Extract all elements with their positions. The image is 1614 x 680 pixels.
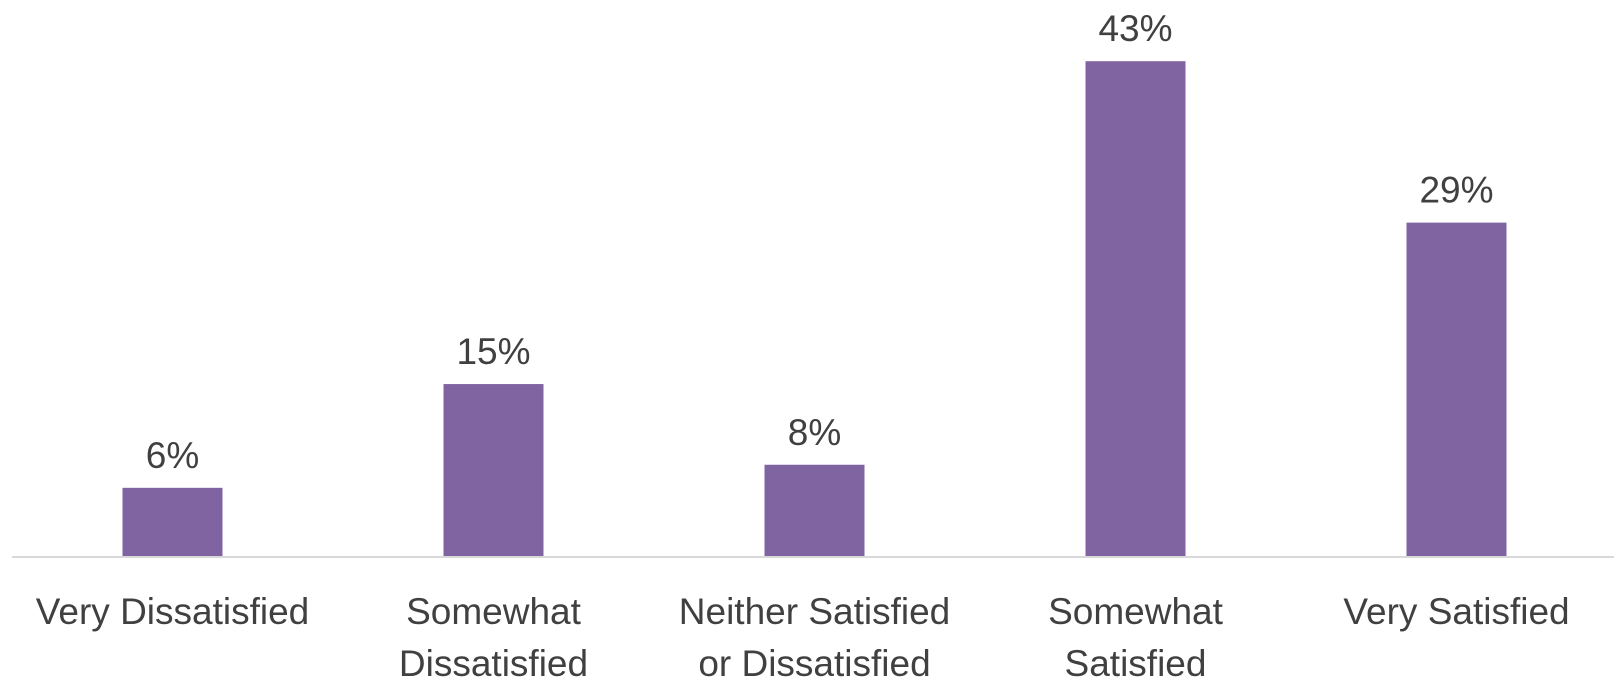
category-label: Satisfied xyxy=(1065,643,1207,680)
bar xyxy=(764,464,865,557)
category-label: or Dissatisfied xyxy=(698,643,930,680)
bar xyxy=(443,384,544,557)
bar xyxy=(1406,222,1507,557)
bar-value-label: 15% xyxy=(456,331,530,372)
category-label: Very Dissatisfied xyxy=(36,591,310,632)
category-label: Very Satisfied xyxy=(1343,591,1569,632)
bars-group xyxy=(122,61,1507,558)
bar-value-label: 29% xyxy=(1419,170,1493,211)
bar xyxy=(122,487,223,557)
bar-value-label: 43% xyxy=(1098,8,1172,49)
bar xyxy=(1085,61,1186,558)
category-label: Somewhat xyxy=(406,591,582,632)
bar-value-label: 8% xyxy=(788,412,841,453)
category-labels-group: Very Dissatisfied Somewhat Dissatisfied Nei… xyxy=(36,591,1570,680)
data-labels-group: 6% 15% 8% 43% 29% xyxy=(146,8,1494,476)
bar-value-label: 6% xyxy=(146,435,199,476)
category-label: Dissatisfied xyxy=(399,643,588,680)
category-label: Neither Satisfied xyxy=(679,591,950,632)
category-label: Somewhat xyxy=(1048,591,1224,632)
